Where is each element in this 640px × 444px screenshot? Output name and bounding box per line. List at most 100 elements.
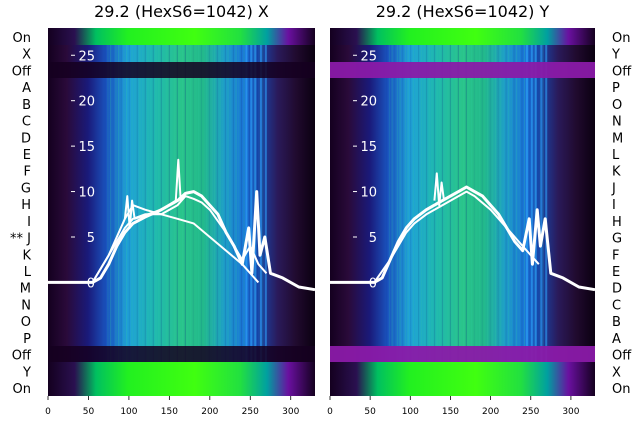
heatmap-stripe (439, 28, 441, 396)
heatmap-stripe (107, 28, 109, 396)
heatmap-band-top (48, 28, 315, 45)
heatmap-stripe (174, 28, 176, 396)
heatmap-stripe (418, 28, 420, 396)
heatmap-stripe (452, 28, 454, 396)
y-tick-label: 10 (360, 186, 377, 201)
heatmap-stripe (248, 28, 251, 396)
heatmap-stripe (425, 28, 428, 396)
heatmap-stripe (449, 28, 452, 396)
heatmap-stripe (206, 28, 208, 396)
heatmap-band-top (330, 28, 595, 45)
heatmap-stripe (513, 28, 515, 396)
heatmap-stripe (195, 28, 197, 396)
heatmap-stripe (473, 28, 475, 396)
heatmap-stripe (238, 28, 240, 396)
row-label: M (20, 282, 31, 297)
y-tick-label: 20 (360, 95, 377, 110)
row-label: E (23, 148, 31, 163)
heatmap-stripe (502, 28, 505, 396)
row-label: J (611, 181, 616, 196)
heatmap-stripe (444, 28, 446, 396)
y-tick-label: 15 (78, 140, 95, 155)
x-tick-label: 250 (242, 407, 259, 417)
heatmap-stripe (529, 28, 531, 396)
heatmap-stripe (460, 28, 462, 396)
heatmap-stripe (176, 28, 178, 396)
heatmap-stripe (136, 28, 138, 396)
x-tick-label: 300 (562, 407, 579, 417)
heatmap-stripe (524, 28, 526, 396)
row-label: On (612, 31, 630, 46)
series-line (373, 190, 540, 283)
heatmap-stripe (112, 28, 114, 396)
row-label: B (612, 315, 621, 330)
heatmap-stripe (391, 28, 393, 396)
row-label: L (24, 265, 32, 280)
heatmap-line (540, 28, 543, 396)
x-tick-label: 0 (45, 407, 51, 417)
row-label: On (612, 382, 630, 397)
row-label: O (612, 98, 622, 113)
chart-title: 29.2 (HexS6=1042) Y (376, 2, 550, 21)
heatmap-stripe (486, 28, 489, 396)
heatmap-stripe (230, 28, 232, 396)
row-label: G (21, 181, 31, 196)
heatmap-stripe (457, 28, 459, 396)
row-label: I (27, 215, 31, 230)
heatmap-stripe (123, 28, 125, 396)
heatmap-stripe (208, 28, 210, 396)
row-label: X (612, 365, 621, 380)
heatmap-stripe (160, 28, 162, 396)
heatmap-stripe (436, 28, 438, 396)
x-tick-label: 250 (522, 407, 539, 417)
x-tick-label: 0 (327, 407, 333, 417)
heatmap-line (259, 28, 262, 396)
heatmap-stripe (508, 28, 510, 396)
row-label: Y (611, 48, 620, 63)
y-tick-label: 10 (78, 186, 95, 201)
heatmap-stripe (104, 28, 106, 396)
x-tick-label: 150 (161, 407, 178, 417)
heatmap-stripe (182, 28, 184, 396)
chart-title: 29.2 (HexS6=1042) X (94, 2, 269, 21)
heatmap-stripe (505, 28, 507, 396)
series-line (433, 172, 445, 207)
heatmap-stripe (476, 28, 478, 396)
heatmap-stripe (481, 28, 483, 396)
row-label: P (612, 81, 620, 96)
row-label: C (612, 298, 621, 313)
heatmap-stripe (441, 28, 444, 396)
heatmap-line (245, 28, 248, 396)
row-label: I (612, 198, 616, 213)
heatmap-line (545, 28, 548, 396)
heatmap-stripe (200, 28, 202, 396)
heatmap-stripe (144, 28, 146, 396)
off-row-bottom (330, 346, 595, 362)
heatmap-stripe (407, 28, 409, 396)
heatmap-stripe (415, 28, 417, 396)
row-label: D (21, 131, 31, 146)
off-row-top (48, 62, 315, 78)
heatmap-stripe (187, 28, 189, 396)
heatmap-background (48, 28, 315, 396)
row-label: F (24, 165, 31, 180)
row-label: On (13, 31, 31, 46)
heatmap-line (264, 28, 267, 396)
row-label: Off (12, 64, 32, 79)
heatmap-stripe (171, 28, 173, 396)
heatmap-stripe (463, 28, 465, 396)
heatmap-stripe (399, 28, 401, 396)
row-label: Off (612, 349, 632, 364)
row-label: Y (22, 365, 31, 380)
heatmap-stripe (396, 28, 399, 396)
y-tick-label: 0 (369, 276, 377, 291)
row-label: O (21, 315, 31, 330)
heatmap-stripe (412, 28, 414, 396)
row-label: ** J (10, 232, 31, 247)
heatmap-background (330, 28, 595, 396)
heatmap-stripe (404, 28, 406, 396)
row-label: C (22, 115, 31, 130)
row-label: G (612, 232, 622, 247)
x-tick-label: 100 (402, 407, 419, 417)
